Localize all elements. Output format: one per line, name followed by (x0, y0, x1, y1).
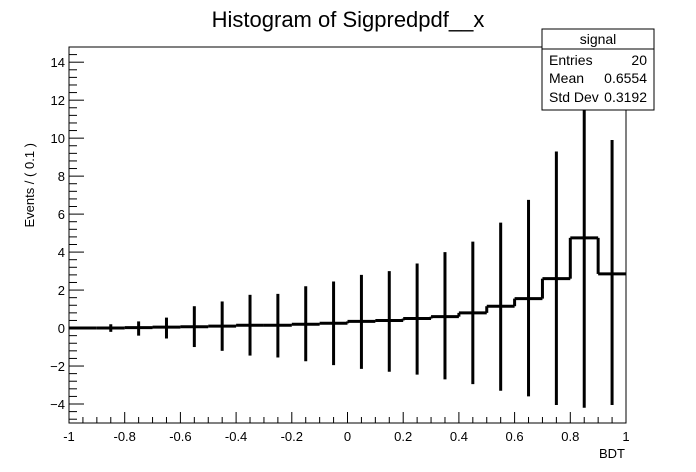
y-tick-label: −2 (50, 359, 65, 374)
x-axis-label: BDT (599, 446, 625, 461)
stats-mean-value: 0.6554 (604, 70, 647, 86)
y-tick-label: −4 (50, 397, 65, 412)
y-tick-label: 12 (51, 93, 65, 108)
x-tick-label: 0.8 (561, 429, 579, 444)
stats-box-border (541, 28, 655, 111)
x-tick-label: -0.2 (281, 429, 303, 444)
y-tick-label: 6 (58, 207, 65, 222)
x-axis-ticks: -1 -0.8 -0.6 -0.4 -0.2 0 0.2 0.4 0.6 0.8 1 (63, 412, 630, 444)
y-axis-ticks: −4 −2 0 2 4 6 8 10 12 14 (50, 54, 84, 420)
y-tick-label: 4 (58, 245, 65, 260)
x-tick-label: 0.6 (506, 429, 524, 444)
x-tick-label: -0.4 (225, 429, 247, 444)
y-tick-label: 8 (58, 169, 65, 184)
stats-entries-label: Entries (549, 52, 593, 68)
x-tick-label: -0.8 (113, 429, 135, 444)
stats-box-title: signal (580, 31, 617, 47)
y-tick-label: 0 (58, 321, 65, 336)
stats-stddev-label: Std Dev (549, 89, 599, 105)
x-tick-label: -0.6 (169, 429, 191, 444)
y-tick-label: 2 (58, 283, 65, 298)
x-tick-label: 0.2 (394, 429, 412, 444)
stats-mean-label: Mean (549, 70, 584, 86)
stats-entries-value: 20 (631, 52, 647, 68)
x-tick-label: -1 (63, 429, 75, 444)
histogram-steps (69, 236, 626, 330)
error-bars (109, 100, 614, 408)
y-tick-label: 10 (51, 131, 65, 146)
x-tick-label: 0.4 (450, 429, 468, 444)
stats-stddev-value: 0.3192 (604, 89, 647, 105)
x-tick-label: 1 (622, 429, 629, 444)
y-tick-label: 14 (51, 55, 65, 70)
y-axis-label: Events / ( 0.1 ) (22, 143, 37, 228)
chart-title: Histogram of Sigpredpdf__x (212, 7, 485, 32)
x-tick-label: 0 (344, 429, 351, 444)
stats-box: signal Entries 20 Mean 0.6554 Std Dev 0.… (541, 28, 655, 111)
